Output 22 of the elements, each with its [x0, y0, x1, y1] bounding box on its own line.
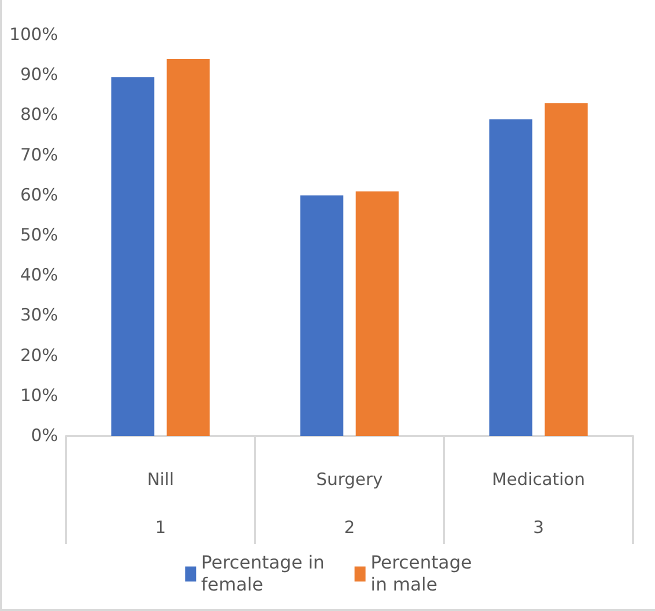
- y-tick-label: 30%: [20, 306, 58, 326]
- y-tick-label: 90%: [20, 65, 58, 86]
- category-label: Medication 3: [492, 470, 585, 538]
- y-tick-label: 60%: [20, 185, 58, 206]
- y-tick-label: 50%: [20, 226, 58, 246]
- bar: [356, 191, 399, 436]
- bar: [166, 59, 210, 436]
- bar: [111, 77, 154, 436]
- y-tick-label: 20%: [20, 346, 58, 366]
- legend-label: Percentage in male: [370, 552, 472, 596]
- category-label: Nill 1: [147, 470, 174, 538]
- bar: [489, 119, 532, 436]
- bar: [544, 103, 588, 436]
- category-label: Surgery 2: [316, 470, 383, 538]
- y-tick-label: 100%: [9, 25, 58, 45]
- y-tick-label: 10%: [20, 386, 58, 406]
- bar: [300, 195, 344, 436]
- y-tick-label: 80%: [20, 105, 58, 126]
- y-tick-label: 70%: [20, 145, 58, 166]
- y-tick-label: 40%: [20, 266, 58, 286]
- legend-label: Percentage in female: [201, 552, 325, 596]
- y-tick-label: 0%: [31, 426, 58, 446]
